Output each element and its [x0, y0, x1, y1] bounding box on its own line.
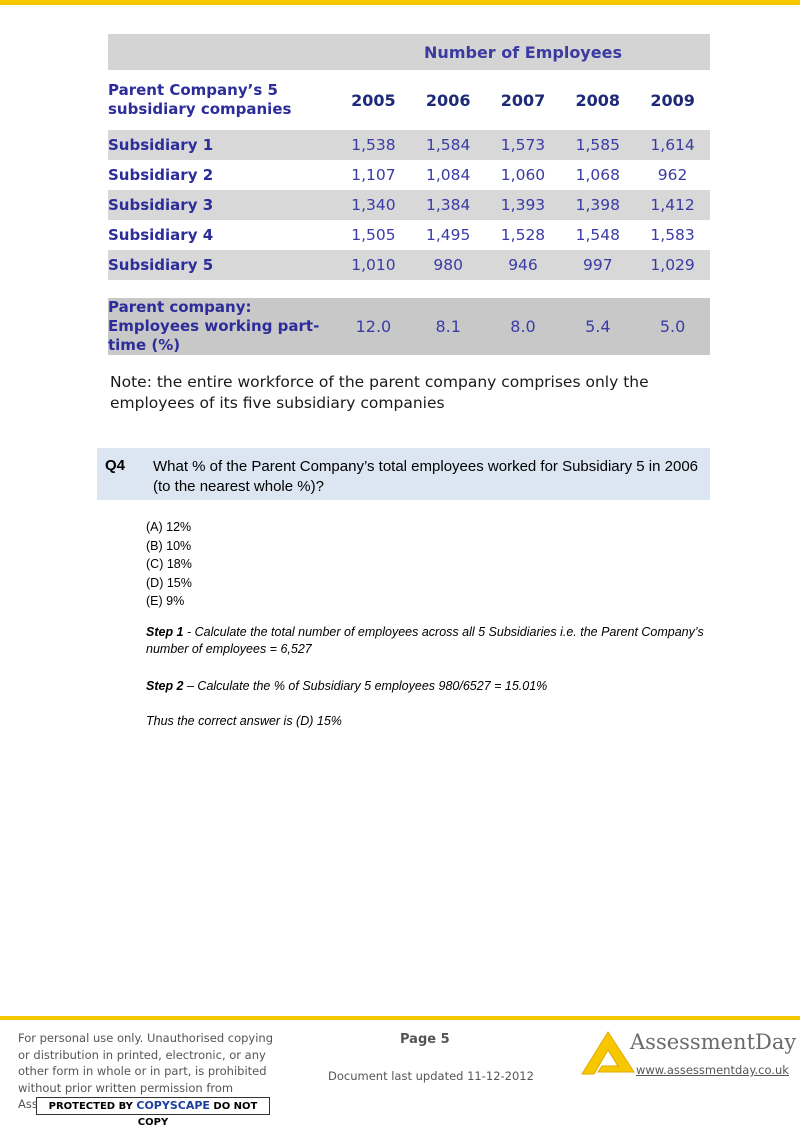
table-row: Subsidiary 3 1,340 1,384 1,393 1,398 1,4…	[108, 190, 710, 220]
table-spacer	[108, 280, 710, 298]
table-cell: 1,548	[575, 226, 620, 244]
table-row: Subsidiary 1 1,538 1,584 1,573 1,585 1,6…	[108, 130, 710, 160]
answer-options: (A) 12% (B) 10% (C) 18% (D) 15% (E) 9%	[146, 518, 192, 611]
option-b: (B) 10%	[146, 538, 192, 553]
table-cell: 1,060	[500, 166, 546, 184]
table-cell: 1,614	[635, 130, 710, 160]
table-cell: 1,583	[650, 226, 695, 244]
table-cell: 8.1	[410, 298, 486, 355]
table-cell: 8.0	[485, 298, 561, 355]
table-cell: 1,495	[426, 226, 471, 244]
table-cell: 5.0	[635, 298, 710, 355]
step-1-text: - Calculate the total number of employee…	[146, 625, 704, 656]
row-label: Subsidiary 5	[108, 250, 336, 280]
step-2-label: Step 2	[146, 679, 184, 693]
table-row: Subsidiary 5 1,010 980 946 997 1,029	[108, 250, 710, 280]
table-cell: 1,398	[560, 190, 636, 220]
table-cell: 1,538	[336, 130, 411, 160]
question-box: Q4 What % of the Parent Company’s total …	[97, 448, 710, 500]
table-cell: 1,573	[485, 130, 561, 160]
table-cell: 5.4	[560, 298, 636, 355]
table-group-header-row: Number of Employees	[108, 34, 710, 70]
year-header: 2006	[425, 90, 471, 110]
row-label: Subsidiary 3	[108, 190, 336, 220]
table-cell: 946	[485, 250, 561, 280]
last-updated: Document last updated 11-12-2012	[328, 1069, 534, 1083]
solution-step-2: Step 2 – Calculate the % of Subsidiary 5…	[146, 678, 706, 695]
copyscape-brand: COPYSCAPE	[136, 1099, 210, 1112]
option-a: (A) 12%	[146, 520, 192, 534]
year-header: 2008	[575, 90, 621, 110]
brand-name: AssessmentDay	[630, 1030, 797, 1054]
footer-accent-rule	[0, 1016, 800, 1020]
part-time-label: Parent company: Employees working part-t…	[108, 298, 336, 355]
copyscape-badge[interactable]: PROTECTED BY COPYSCAPE DO NOT COPY	[36, 1097, 270, 1128]
table-cell: 1,029	[635, 250, 710, 280]
table-cell: 1,393	[485, 190, 561, 220]
table-cell: 1,084	[426, 166, 471, 184]
year-header: 2005	[351, 90, 396, 110]
group-header: Number of Employees	[336, 34, 710, 70]
legal-notice: For personal use only. Unauthorised copy…	[18, 1031, 274, 1111]
year-header-row: Parent Company’s 5 subsidiary companies …	[108, 70, 710, 130]
row-label: Subsidiary 1	[108, 130, 336, 160]
row-label: Subsidiary 2	[108, 166, 214, 184]
step-1-label: Step 1	[146, 625, 184, 639]
table-note: Note: the entire workforce of the parent…	[110, 373, 649, 412]
table-cell: 997	[560, 250, 636, 280]
table-cell: 12.0	[336, 298, 411, 355]
year-header: 2009	[650, 90, 695, 110]
table-cell: 1,107	[351, 166, 396, 184]
step-2-text: – Calculate the % of Subsidiary 5 employ…	[183, 679, 548, 693]
option-e: (E) 9%	[146, 594, 185, 608]
table-cell: 980	[410, 250, 486, 280]
table-cell: 1,584	[410, 130, 486, 160]
table-cell: 1,384	[410, 190, 486, 220]
option-c: (C) 18%	[146, 557, 192, 571]
assessmentday-logo-icon	[581, 1031, 635, 1075]
table-cell: 1,340	[336, 190, 411, 220]
website-link[interactable]: www.assessmentday.co.uk	[636, 1063, 789, 1077]
solution-conclusion: Thus the correct answer is (D) 15%	[146, 714, 342, 728]
table-cell: 962	[657, 166, 688, 184]
table-cell: 1,505	[351, 226, 396, 244]
part-time-row: Parent company: Employees working part-t…	[108, 298, 710, 355]
table-cell: 1,585	[560, 130, 636, 160]
top-accent-rule	[0, 0, 800, 5]
table-row: Subsidiary 2 1,107 1,084 1,060 1,068 962	[108, 160, 710, 190]
solution-step-1: Step 1 - Calculate the total number of e…	[146, 624, 706, 658]
table-cell: 1,528	[500, 226, 546, 244]
question-text: What % of the Parent Company’s total emp…	[153, 458, 699, 495]
option-d: (D) 15%	[146, 575, 192, 590]
row-header-label: Parent Company’s 5 subsidiary companies	[108, 81, 292, 118]
table-row: Subsidiary 4 1,505 1,495 1,528 1,548 1,5…	[108, 220, 710, 250]
row-label: Subsidiary 4	[108, 226, 214, 244]
table-cell: 1,010	[336, 250, 411, 280]
table-cell: 1,068	[575, 166, 620, 184]
question-number: Q4	[105, 457, 126, 474]
year-header: 2007	[500, 90, 546, 110]
employees-table: Number of Employees Parent Company’s 5 s…	[108, 34, 710, 355]
table-cell: 1,412	[635, 190, 710, 220]
page-number: Page 5	[400, 1032, 450, 1047]
